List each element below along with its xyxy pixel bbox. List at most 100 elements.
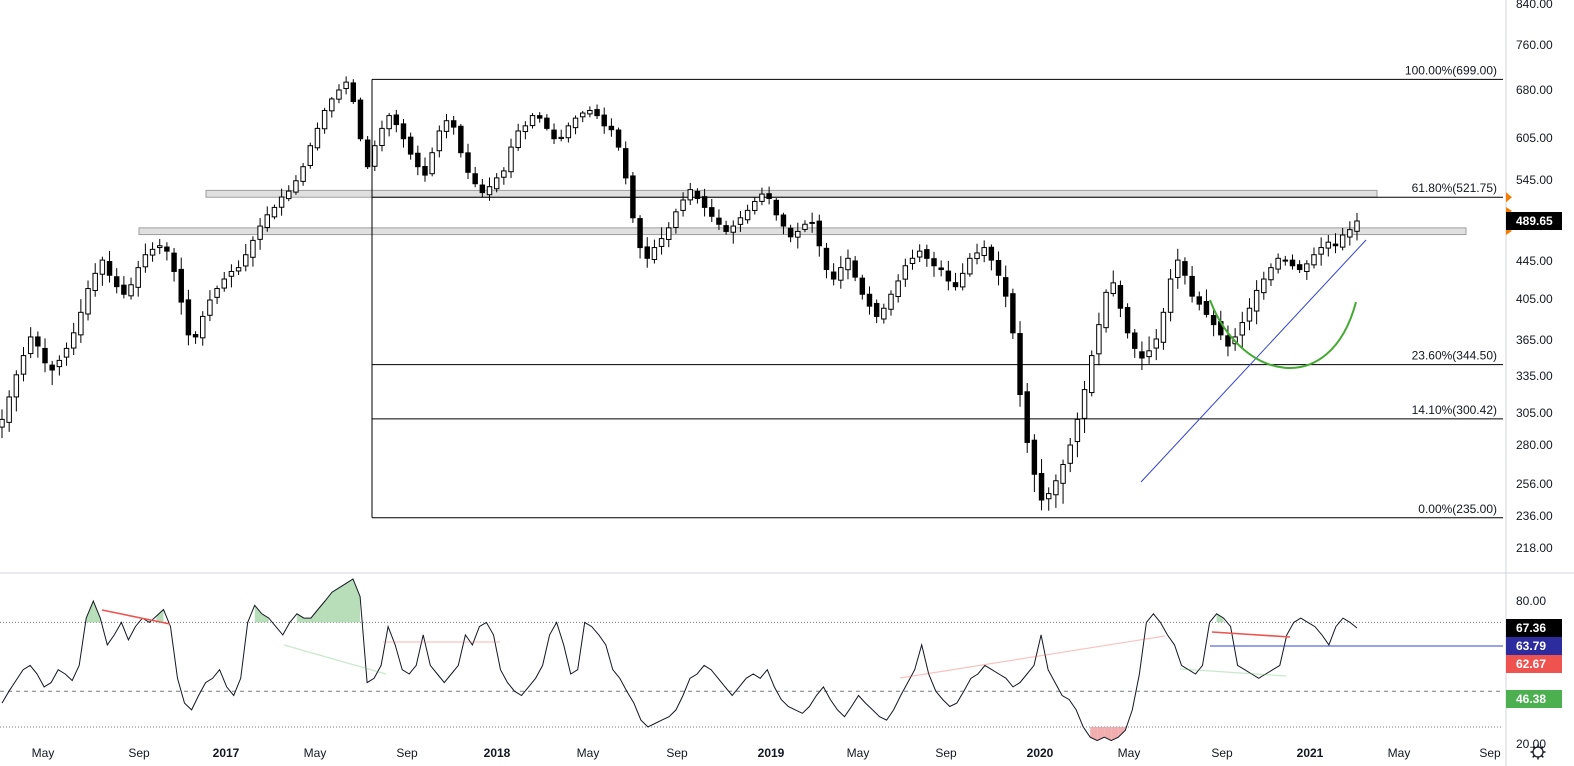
candle-body bbox=[1347, 229, 1353, 238]
candle-body bbox=[1203, 301, 1210, 315]
candle-body bbox=[336, 89, 342, 100]
candle-body bbox=[967, 257, 973, 275]
candle-body bbox=[1318, 247, 1324, 255]
candle-body bbox=[1060, 464, 1066, 484]
candle-body bbox=[321, 109, 328, 130]
candle-body bbox=[873, 302, 880, 317]
candle-body bbox=[1225, 335, 1231, 347]
candle-body bbox=[515, 130, 521, 149]
price-tick-label: 218.00 bbox=[1516, 541, 1553, 555]
candle-body bbox=[579, 112, 586, 118]
price-tick-label: 365.00 bbox=[1516, 333, 1553, 347]
candle-body bbox=[286, 190, 292, 200]
osc-overbought-fill bbox=[156, 609, 164, 623]
candle-body bbox=[859, 277, 866, 295]
osc-overbought-fill bbox=[331, 587, 339, 623]
candle-body bbox=[1311, 254, 1317, 266]
candle-body bbox=[1175, 259, 1181, 279]
time-axis-label: Sep bbox=[1479, 746, 1501, 760]
time-axis-label: May bbox=[1388, 746, 1411, 760]
candle-body bbox=[1081, 389, 1088, 419]
candle-body bbox=[952, 282, 959, 288]
candle-body bbox=[113, 276, 120, 288]
candle-body bbox=[931, 258, 937, 267]
candle-body bbox=[221, 278, 227, 289]
candle-body bbox=[436, 130, 443, 152]
candle-body bbox=[737, 217, 744, 225]
time-axis-label: Sep bbox=[128, 746, 150, 760]
candle-body bbox=[1268, 267, 1274, 281]
osc-tick-label: 80.00 bbox=[1516, 594, 1546, 608]
candle-body bbox=[379, 127, 385, 147]
price-tick-label: 335.00 bbox=[1516, 369, 1553, 383]
candle-body bbox=[1146, 350, 1152, 358]
candle-body bbox=[157, 245, 163, 249]
gear-icon[interactable] bbox=[1530, 744, 1546, 760]
candle-body bbox=[458, 125, 464, 154]
candle-body bbox=[35, 336, 41, 347]
candle-body bbox=[881, 307, 887, 320]
osc-divergence-line bbox=[1211, 631, 1291, 638]
time-axis-label: 2020 bbox=[1027, 746, 1054, 760]
candle-body bbox=[149, 248, 156, 256]
candle-body bbox=[1089, 355, 1095, 394]
candle-body bbox=[924, 249, 930, 259]
candle-body bbox=[92, 272, 98, 292]
candle-body bbox=[838, 267, 844, 281]
osc-divergence-line bbox=[101, 609, 171, 625]
candle-body bbox=[63, 347, 70, 358]
gear-icon-tooth bbox=[1541, 755, 1544, 758]
candle-body bbox=[1296, 264, 1303, 271]
candle-body bbox=[1354, 220, 1360, 232]
candle-body bbox=[329, 98, 335, 112]
candle-body bbox=[637, 218, 643, 249]
time-axis-label: May bbox=[304, 746, 327, 760]
candle-body bbox=[522, 125, 529, 133]
time-axis-label: 2017 bbox=[213, 746, 240, 760]
osc-value-badge bbox=[1506, 690, 1562, 708]
last-price-label: 489.65 bbox=[1516, 214, 1553, 228]
candle-body bbox=[257, 225, 263, 240]
candle-body bbox=[42, 347, 48, 364]
candle-body bbox=[608, 125, 615, 131]
fib-level-label: 100.00%(699.00) bbox=[1405, 63, 1497, 77]
candle-body bbox=[1246, 307, 1253, 322]
ascending-trendline bbox=[1140, 239, 1367, 483]
candle-body bbox=[243, 254, 249, 267]
candle-body bbox=[465, 152, 471, 173]
osc-oversold-fill bbox=[1118, 726, 1126, 738]
candle-body bbox=[1239, 322, 1246, 336]
price-tick-label: 280.00 bbox=[1516, 438, 1553, 452]
osc-divergence-line bbox=[1179, 668, 1287, 677]
candle-body bbox=[1132, 332, 1138, 349]
candle-body bbox=[802, 223, 808, 230]
price-tick-label: 445.00 bbox=[1516, 254, 1553, 268]
candle-body bbox=[1038, 473, 1045, 501]
time-axis-label: May bbox=[577, 746, 600, 760]
candle-body bbox=[357, 99, 364, 140]
time-axis-label: 2021 bbox=[1297, 746, 1324, 760]
candle-body bbox=[809, 221, 815, 224]
candle-body bbox=[752, 200, 758, 211]
candle-body bbox=[508, 146, 514, 173]
candle-body bbox=[730, 225, 736, 233]
candle-body bbox=[13, 374, 20, 398]
fib-level-label: 61.80%(521.75) bbox=[1412, 181, 1497, 195]
candle-body bbox=[1167, 278, 1174, 313]
osc-overbought-fill bbox=[353, 579, 361, 623]
candle-body bbox=[135, 267, 141, 288]
candle-body bbox=[766, 193, 772, 200]
candle-body bbox=[1045, 493, 1052, 500]
candle-body bbox=[716, 217, 722, 225]
candle-body bbox=[364, 139, 371, 168]
candle-body bbox=[666, 227, 672, 240]
candle-body bbox=[314, 127, 321, 149]
candle-body bbox=[888, 293, 894, 310]
candle-body bbox=[759, 193, 765, 202]
candle-body bbox=[443, 120, 450, 132]
candle-body bbox=[1153, 338, 1159, 349]
osc-overbought-fill bbox=[346, 579, 354, 623]
candle-body bbox=[572, 117, 579, 129]
